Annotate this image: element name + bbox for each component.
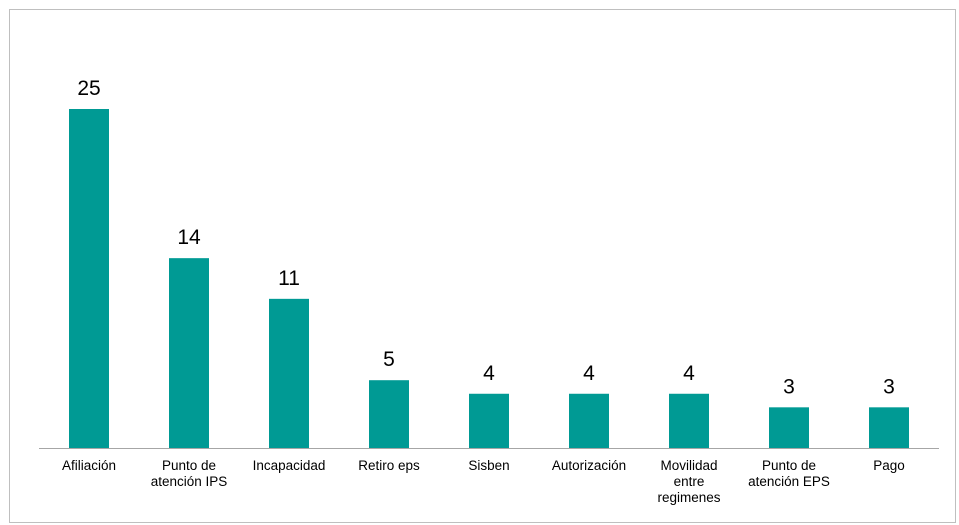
data-labels-group: 25 14 11 5 4 4 4 3 3 (77, 77, 895, 398)
bar (769, 407, 809, 448)
data-label: 25 (77, 77, 100, 100)
bar (269, 298, 309, 448)
data-label: 3 (783, 375, 795, 398)
data-label: 4 (583, 362, 595, 385)
data-label: 14 (177, 226, 201, 249)
bar (669, 393, 709, 448)
bar (369, 380, 409, 448)
bar (69, 109, 109, 448)
bar (869, 407, 909, 448)
data-label: 3 (883, 375, 895, 398)
data-label: 5 (383, 348, 395, 371)
category-label: Pago (873, 458, 905, 473)
bar (469, 393, 509, 448)
bars-group (69, 109, 909, 448)
category-label: Retiro eps (358, 458, 420, 473)
category-label: Incapacidad (253, 458, 326, 473)
category-label: Punto de atención EPS (748, 458, 830, 489)
data-label: 11 (278, 267, 300, 290)
category-label: Punto de atención IPS (151, 458, 228, 489)
data-label: 4 (483, 362, 495, 385)
category-label: Movilidad entre regimenes (657, 458, 720, 505)
category-label: Sisben (468, 458, 509, 473)
category-label: Autorización (552, 458, 626, 473)
category-labels-group: Afiliación Punto de atención IPS Incapacida… (62, 458, 905, 505)
category-label: Afiliación (62, 458, 116, 473)
data-label: 4 (683, 362, 695, 385)
bar (569, 393, 609, 448)
bar (169, 258, 209, 448)
